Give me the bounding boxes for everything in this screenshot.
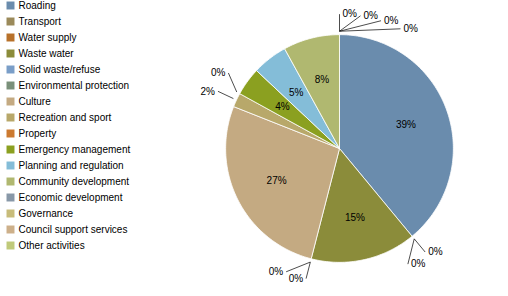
svg-text:Governance: Governance [19, 208, 74, 219]
svg-text:Recreation and sport: Recreation and sport [19, 112, 112, 123]
svg-text:Water supply: Water supply [19, 32, 77, 43]
svg-text:15%: 15% [345, 212, 365, 223]
svg-text:2%: 2% [200, 86, 215, 97]
svg-text:Environmental protection: Environmental protection [19, 80, 130, 91]
svg-text:Council support services: Council support services [19, 224, 128, 235]
svg-text:27%: 27% [267, 175, 287, 186]
svg-text:0%: 0% [403, 23, 418, 34]
svg-text:0%: 0% [411, 258, 426, 269]
svg-text:Solid waste/refuse: Solid waste/refuse [19, 64, 101, 75]
svg-text:5%: 5% [289, 87, 304, 98]
svg-text:Community development: Community development [19, 176, 130, 187]
svg-text:0%: 0% [364, 10, 379, 21]
svg-text:8%: 8% [315, 74, 330, 85]
svg-text:Planning and regulation: Planning and regulation [19, 160, 124, 171]
svg-text:Culture: Culture [19, 96, 52, 107]
svg-text:0%: 0% [384, 15, 399, 26]
svg-text:Transport: Transport [19, 16, 62, 27]
svg-text:39%: 39% [396, 119, 416, 130]
svg-text:4%: 4% [275, 101, 290, 112]
svg-text:Waste water: Waste water [19, 48, 75, 59]
svg-text:0%: 0% [269, 266, 284, 277]
svg-text:Property: Property [19, 128, 57, 139]
svg-text:Emergency management: Emergency management [19, 144, 131, 155]
svg-text:0%: 0% [428, 246, 443, 257]
svg-text:0%: 0% [289, 273, 304, 284]
svg-text:Economic development: Economic development [19, 192, 123, 203]
svg-text:Roading: Roading [19, 0, 56, 11]
svg-text:Other activities: Other activities [19, 240, 85, 250]
svg-text:0%: 0% [211, 67, 226, 78]
svg-text:0%: 0% [343, 8, 358, 19]
